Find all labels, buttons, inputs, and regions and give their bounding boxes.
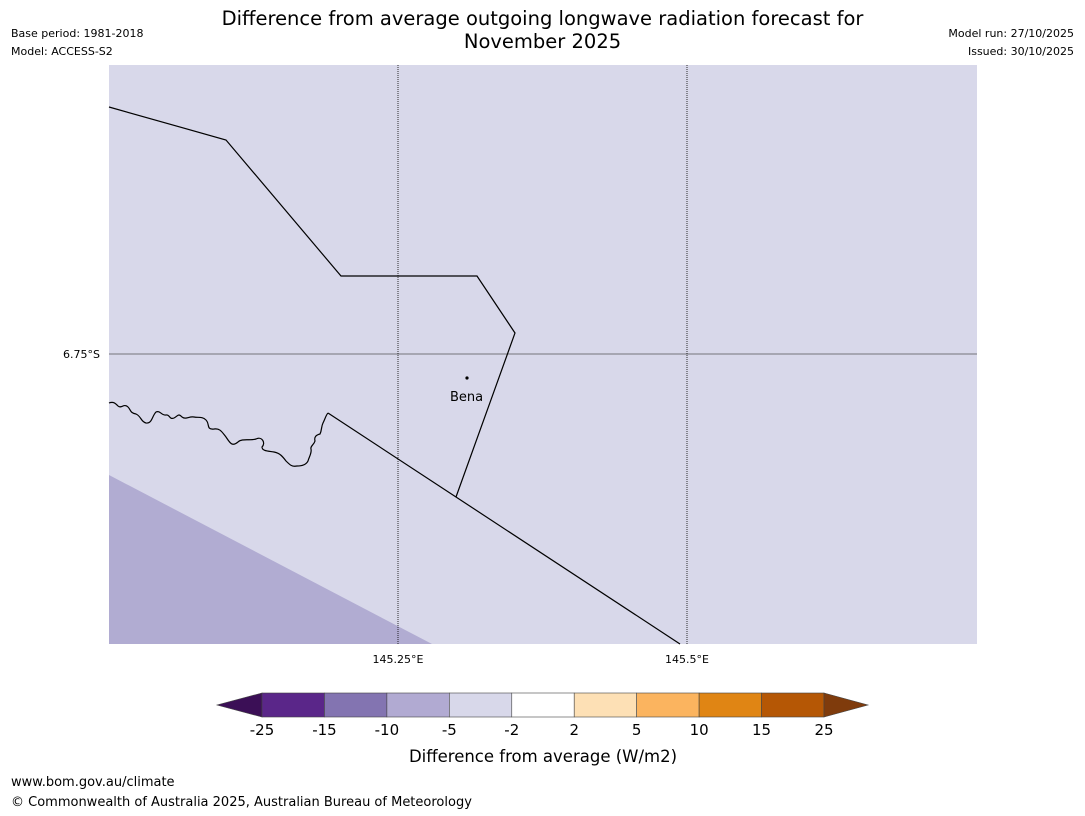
colorbar-swatch xyxy=(386,692,450,718)
colorbar: -25 -15 -10 -5 -2 2 5 10 15 25 Difference from av… xyxy=(215,692,870,766)
colorbar-swatch xyxy=(261,692,325,718)
colorbar-swatch xyxy=(573,692,637,718)
meta-left: Base period: 1981-2018 Model: ACCESS-S2 xyxy=(11,25,143,61)
colorbar-extend-low xyxy=(215,692,263,718)
colorbar-tick-label: -2 xyxy=(504,721,519,739)
map-panel: Bena 6.75°S 145.25°E 145.5°E xyxy=(63,65,977,666)
colorbar-swatch xyxy=(324,692,388,718)
province-boundary-north xyxy=(108,106,516,498)
colorbar-tick-label: 10 xyxy=(690,721,709,739)
model-text: Model: ACCESS-S2 xyxy=(11,45,113,58)
colorbar-swatch xyxy=(511,692,575,718)
base-period-text: Base period: 1981-2018 xyxy=(11,27,144,40)
colorbar-label: Difference from average (W/m2) xyxy=(409,747,677,766)
issued-text: Issued: 30/10/2025 xyxy=(967,45,1074,58)
lon-tick-label-2: 145.5°E xyxy=(665,653,709,666)
colorbar-tick-label: 25 xyxy=(814,721,833,739)
colorbar-tick-label: -10 xyxy=(375,721,400,739)
meta-right: Model run: 27/10/2025 Issued: 30/10/2025 xyxy=(948,25,1074,61)
footer-copyright: © Commonwealth of Australia 2025, Austra… xyxy=(11,795,472,810)
town-label: Bena xyxy=(450,390,483,405)
colorbar-swatch xyxy=(698,692,762,718)
title-line-1: Difference from average outgoing longwav… xyxy=(221,7,864,30)
colorbar-swatch xyxy=(449,692,513,718)
chart-title: Difference from average outgoing longwav… xyxy=(0,7,1085,53)
map-background xyxy=(109,65,977,644)
colorbar-tick-label: 2 xyxy=(569,721,579,739)
colorbar-swatches xyxy=(215,692,870,718)
lon-tick-label-1: 145.25°E xyxy=(373,653,424,666)
province-boundary-south xyxy=(327,412,681,645)
colorbar-tick-label: -5 xyxy=(442,721,457,739)
river-boundary xyxy=(108,401,329,467)
colorbar-tick-label: -25 xyxy=(250,721,275,739)
anomaly-region xyxy=(109,475,432,644)
town-marker xyxy=(465,376,469,380)
colorbar-swatch xyxy=(761,692,825,718)
colorbar-tick-label: 5 xyxy=(632,721,642,739)
model-run-text: Model run: 27/10/2025 xyxy=(948,27,1074,40)
colorbar-tick-label: 15 xyxy=(752,721,771,739)
title-line-2: November 2025 xyxy=(463,30,622,53)
lat-tick-label: 6.75°S xyxy=(63,348,100,361)
colorbar-tick-label: -15 xyxy=(312,721,337,739)
colorbar-swatch xyxy=(636,692,700,718)
footer-url: www.bom.gov.au/climate xyxy=(11,775,175,790)
colorbar-extend-high xyxy=(823,692,870,718)
colorbar-ticks: -25 -15 -10 -5 -2 2 5 10 15 25 xyxy=(250,721,834,739)
